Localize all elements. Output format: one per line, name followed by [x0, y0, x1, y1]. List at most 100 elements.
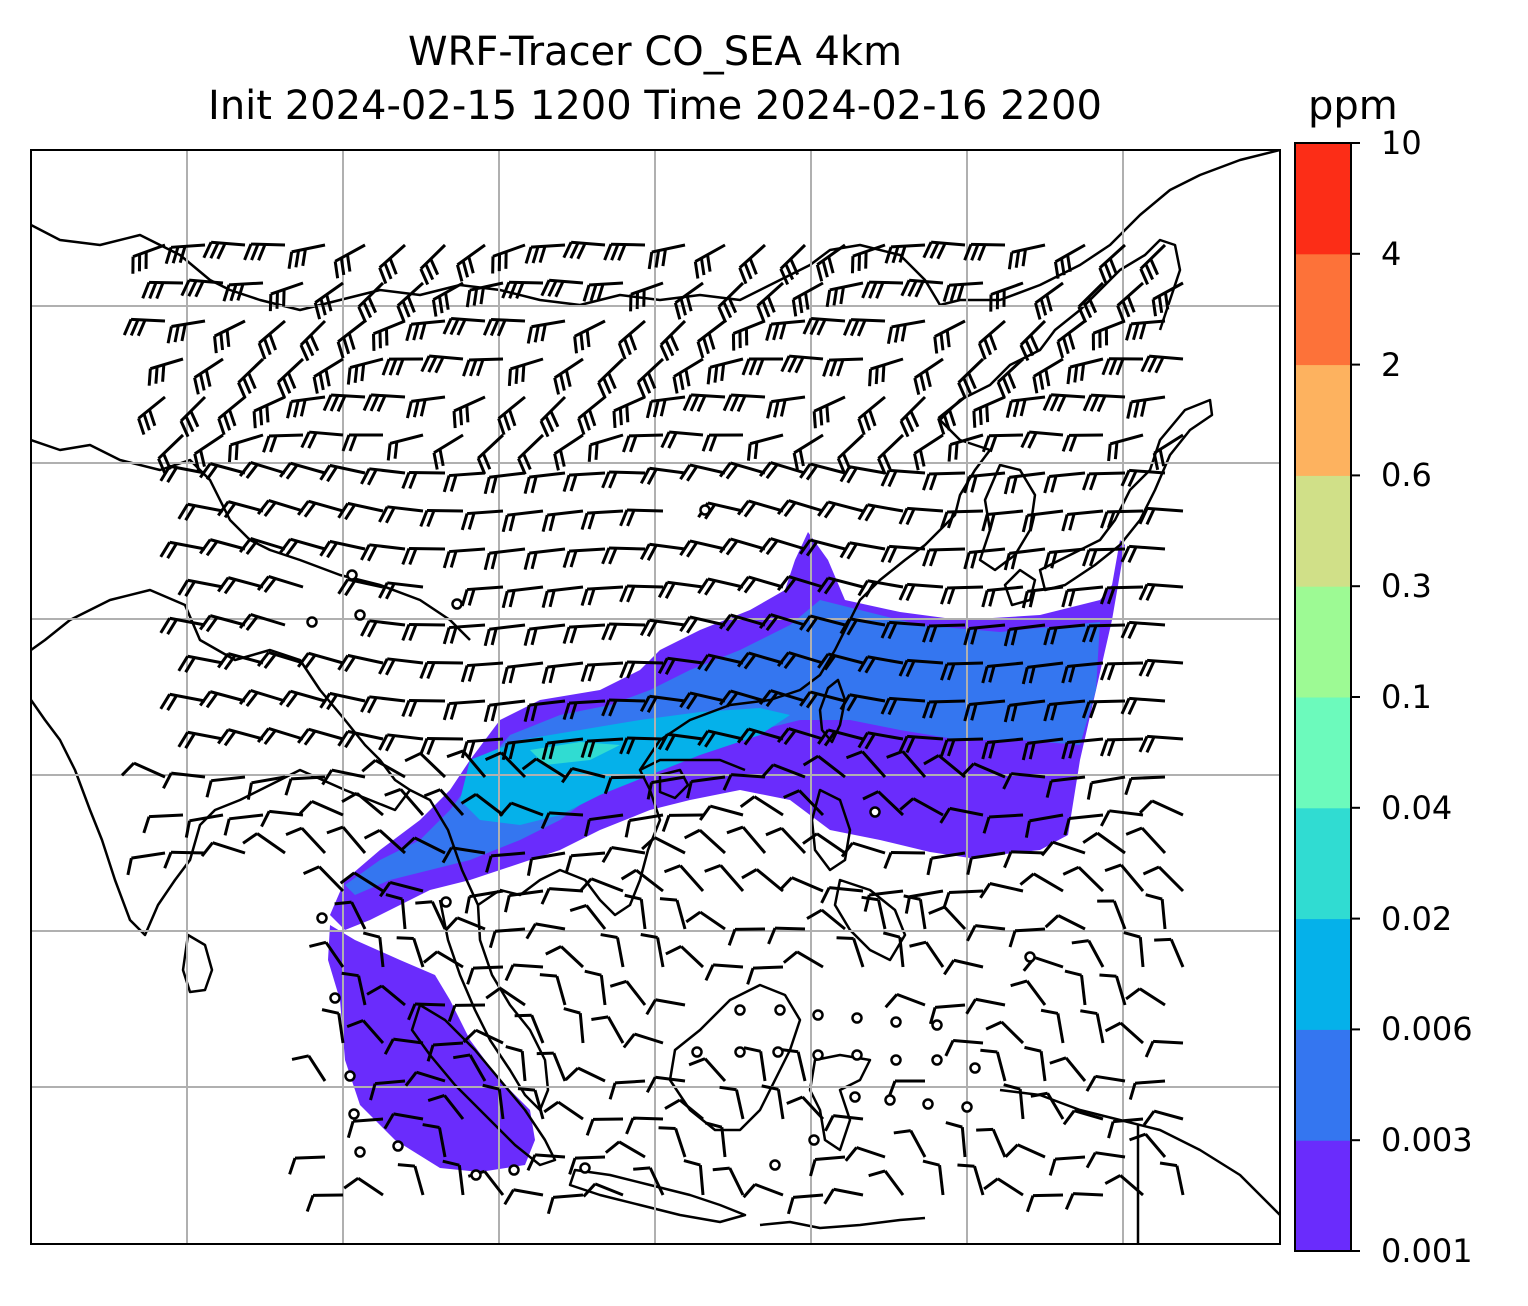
calm-wind-marker	[961, 1101, 973, 1113]
wind-barb	[799, 690, 846, 709]
wind-barb	[981, 661, 1024, 684]
wind-barb	[1024, 813, 1064, 838]
wind-barb	[1082, 831, 1126, 855]
wind-barb	[683, 828, 727, 855]
wind-barb	[302, 865, 345, 893]
wind-barb	[287, 243, 326, 269]
wind-barb	[981, 433, 1024, 453]
colorbar-unit: ppm	[1308, 83, 1398, 129]
wind-barb	[497, 395, 526, 436]
wind-barb	[1099, 509, 1144, 529]
wind-barb	[1061, 585, 1104, 608]
wind-barb	[937, 395, 966, 435]
wind-barb	[180, 278, 224, 298]
wind-barb	[983, 1177, 1024, 1197]
wind-barb	[839, 465, 886, 484]
wind-barb	[383, 1037, 424, 1055]
wind-barb	[276, 357, 305, 399]
wind-barb	[464, 889, 504, 914]
wind-barb	[1124, 775, 1166, 796]
wind-barb	[657, 656, 704, 675]
wind-barb	[1061, 737, 1104, 760]
calm-wind-marker	[812, 1049, 824, 1061]
wind-barb	[501, 280, 544, 299]
wind-barb	[442, 1159, 465, 1196]
wind-barb	[357, 281, 385, 324]
wind-barb	[525, 922, 566, 940]
wind-barb	[1091, 319, 1126, 351]
wind-barb	[564, 851, 606, 873]
calm-wind-marker	[931, 1054, 943, 1066]
wind-barb	[857, 579, 904, 598]
wind-barb	[758, 537, 806, 556]
colorbar-tick-label: 2	[1381, 345, 1402, 384]
wind-barb	[142, 813, 184, 834]
wind-barb	[1003, 471, 1046, 495]
wind-barb	[452, 395, 486, 429]
wind-barb	[396, 936, 425, 968]
wind-barb	[679, 615, 726, 634]
wind-barb	[279, 461, 326, 480]
wind-barb	[336, 319, 366, 359]
wind-barb	[898, 582, 944, 602]
wind-barb	[996, 357, 1025, 399]
wind-barb	[928, 905, 967, 931]
wind-barb	[309, 940, 345, 968]
wind-barb	[647, 243, 686, 270]
wind-barb	[159, 692, 206, 711]
wind-barb	[405, 395, 446, 419]
wind-barb	[736, 727, 784, 746]
map-area	[31, 150, 1280, 1244]
wind-barb	[741, 357, 784, 376]
wind-barb	[786, 1193, 824, 1215]
wind-barb	[1025, 1193, 1064, 1213]
wind-barb	[726, 825, 767, 854]
wind-barb	[657, 580, 704, 599]
calm-wind-marker	[354, 1146, 366, 1158]
wind-barb	[383, 1112, 424, 1130]
wind-barb	[585, 1117, 624, 1136]
wind-barb	[603, 775, 646, 795]
wind-barb	[957, 357, 985, 399]
wind-barb	[601, 845, 646, 864]
wind-barb	[312, 357, 344, 394]
calm-wind-marker	[890, 1016, 902, 1028]
wind-barb	[718, 689, 766, 708]
wind-barb	[569, 903, 607, 930]
wind-barb	[601, 622, 646, 641]
wind-barb	[981, 509, 1024, 532]
wind-barb	[697, 577, 744, 596]
coastline-sri-lanka	[181, 933, 214, 994]
wind-barb	[799, 462, 846, 481]
wind-barb	[857, 503, 904, 522]
colorbar-segment	[1295, 143, 1351, 255]
wind-barb	[722, 393, 766, 413]
wind-barb	[685, 775, 726, 799]
wind-barb	[840, 841, 886, 858]
wind-barb	[903, 894, 927, 930]
wind-barb	[446, 749, 487, 778]
wind-barb	[341, 971, 367, 1006]
wind-barb	[488, 927, 526, 949]
wind-barb	[199, 614, 246, 633]
coastline-borneo	[668, 983, 802, 1132]
wind-barb	[199, 538, 246, 557]
wind-barb	[823, 1187, 864, 1205]
calm-wind-marker	[470, 1169, 482, 1181]
wind-barb	[963, 242, 1006, 262]
wind-barb	[609, 979, 647, 1006]
wind-barb	[767, 926, 806, 945]
wind-barb	[442, 699, 486, 721]
wind-barb	[321, 1008, 345, 1044]
wind-barb	[731, 319, 766, 351]
wind-barb	[850, 243, 886, 274]
colorbar-segment	[1295, 364, 1351, 476]
wind-barb	[802, 832, 846, 855]
wind-barb	[523, 623, 566, 647]
wind-barb	[1125, 826, 1167, 855]
wind-barb	[321, 768, 366, 786]
wind-barb	[541, 585, 584, 609]
coastline-indochina	[477, 758, 746, 917]
wind-barb	[337, 577, 384, 597]
wind-barb	[817, 652, 864, 671]
